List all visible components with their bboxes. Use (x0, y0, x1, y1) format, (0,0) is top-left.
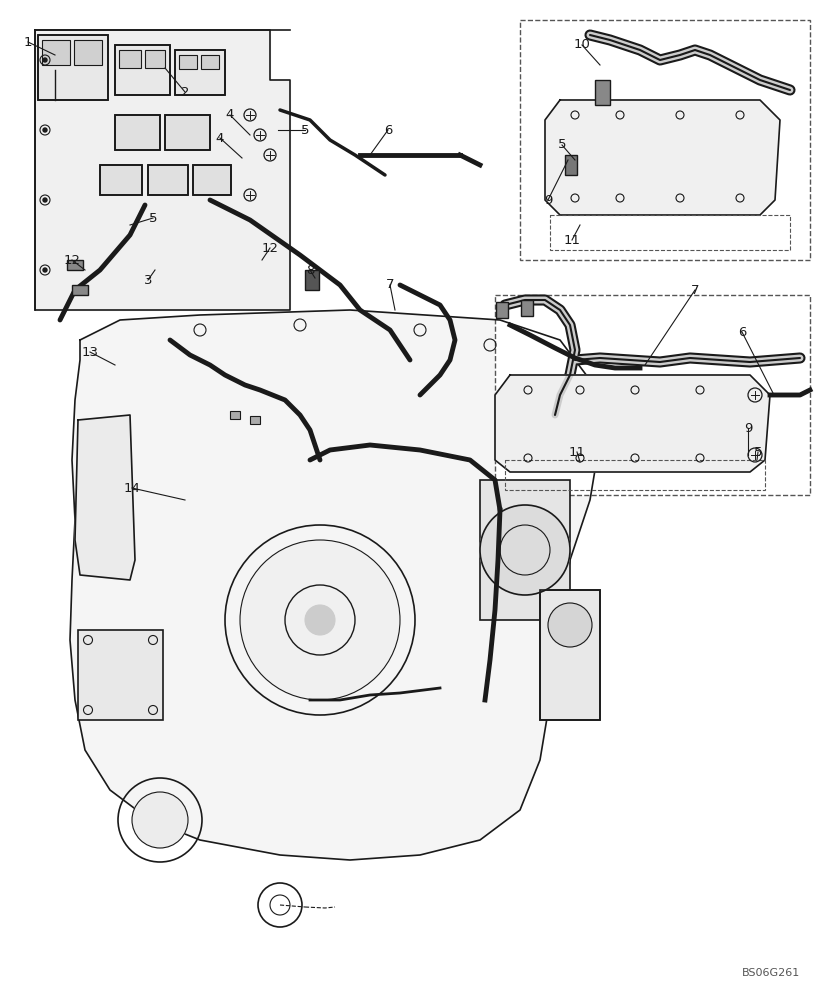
Bar (505, 460, 765, 490)
Bar (38, 35, 108, 100)
Bar (148, 165, 188, 195)
Bar (521, 300, 533, 316)
Text: 5: 5 (301, 123, 309, 136)
Bar (193, 165, 231, 195)
Bar (115, 45, 170, 95)
Text: 5: 5 (754, 446, 762, 458)
Text: 9: 9 (744, 422, 752, 434)
Bar (175, 50, 225, 95)
Polygon shape (75, 415, 135, 580)
Text: 5: 5 (558, 138, 566, 151)
Bar (540, 590, 600, 720)
Bar (72, 285, 88, 295)
Bar (595, 80, 610, 105)
Text: 7: 7 (386, 278, 394, 292)
Bar (165, 115, 210, 150)
Circle shape (240, 540, 400, 700)
Bar (74, 40, 102, 65)
Bar (179, 55, 197, 69)
Bar (100, 165, 142, 195)
Text: 11: 11 (564, 233, 580, 246)
Text: 4: 4 (216, 131, 224, 144)
Bar (78, 630, 163, 720)
Bar (550, 215, 790, 250)
Text: 6: 6 (384, 123, 392, 136)
Bar (145, 50, 165, 68)
Text: 6: 6 (737, 326, 747, 338)
Bar (175, 50, 225, 95)
Circle shape (132, 792, 188, 848)
Bar (148, 165, 188, 195)
Text: 12: 12 (63, 253, 81, 266)
Bar (250, 416, 260, 424)
Circle shape (305, 605, 335, 635)
Text: BS06G261: BS06G261 (742, 968, 800, 978)
Bar (496, 302, 508, 318)
Bar (495, 295, 810, 495)
Circle shape (43, 198, 47, 202)
Polygon shape (70, 310, 600, 860)
Bar (115, 115, 160, 150)
Circle shape (43, 128, 47, 132)
Bar (193, 165, 231, 195)
Bar (305, 270, 319, 290)
Polygon shape (545, 100, 780, 215)
Bar (38, 35, 108, 100)
Text: 10: 10 (574, 38, 591, 51)
Bar (115, 115, 160, 150)
Text: 8: 8 (306, 263, 314, 276)
Text: 2: 2 (180, 86, 190, 99)
Text: 9: 9 (544, 194, 552, 207)
Text: 7: 7 (691, 284, 700, 296)
Bar (540, 590, 600, 720)
Bar (100, 165, 142, 195)
Text: 5: 5 (149, 212, 157, 225)
Bar (42, 40, 70, 65)
Circle shape (43, 58, 47, 62)
Bar (165, 115, 210, 150)
Bar (520, 20, 810, 260)
Text: 12: 12 (261, 241, 279, 254)
Bar (115, 45, 170, 95)
Bar (230, 411, 240, 419)
Bar (565, 155, 577, 175)
Bar (119, 50, 141, 68)
Circle shape (480, 505, 570, 595)
Text: 13: 13 (82, 346, 99, 359)
Text: 14: 14 (124, 482, 140, 494)
Text: 11: 11 (569, 446, 586, 458)
Bar (201, 55, 219, 69)
Polygon shape (35, 30, 290, 310)
Polygon shape (495, 375, 770, 472)
Bar (67, 260, 83, 270)
Text: 3: 3 (143, 273, 152, 286)
Circle shape (43, 268, 47, 272)
Circle shape (548, 603, 592, 647)
Text: 4: 4 (226, 108, 234, 121)
Text: 1: 1 (24, 35, 32, 48)
Bar (480, 480, 570, 620)
